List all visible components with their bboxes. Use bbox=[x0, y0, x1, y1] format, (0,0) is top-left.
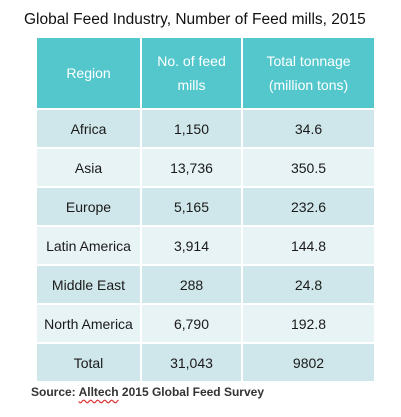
source-suffix: 2015 Global Feed Survey bbox=[118, 385, 264, 399]
tonnage-cell: 350.5 bbox=[241, 149, 374, 188]
feed-mills-cell: 5,165 bbox=[140, 188, 241, 227]
tonnage-cell: 24.8 bbox=[241, 266, 374, 305]
header-feed-mills-line-2: mills bbox=[177, 77, 206, 93]
region-cell: Total bbox=[37, 344, 140, 383]
header-tonnage-line-2: (million tons) bbox=[268, 77, 349, 93]
feed-mills-cell: 1,150 bbox=[140, 110, 241, 149]
header-region-line-1: Region bbox=[66, 65, 111, 81]
feed-mills-cell: 288 bbox=[140, 266, 241, 305]
header-total-tonnage: Total tonnage (million tons) bbox=[241, 38, 374, 110]
tonnage-cell: 192.8 bbox=[241, 305, 374, 344]
tonnage-cell: 9802 bbox=[241, 344, 374, 383]
feed-mills-cell: 13,736 bbox=[140, 149, 241, 188]
feed-mills-cell: 31,043 bbox=[140, 344, 241, 383]
table-header-row: Region No. of feed mills Total tonnage (… bbox=[37, 38, 374, 110]
header-tonnage-line-1: Total tonnage bbox=[266, 53, 351, 69]
region-cell: Europe bbox=[37, 188, 140, 227]
table-row: Africa 1,150 34.6 bbox=[37, 110, 374, 149]
table-row: North America 6,790 192.8 bbox=[37, 305, 374, 344]
header-feed-mills: No. of feed mills bbox=[140, 38, 241, 110]
feed-mills-table: Region No. of feed mills Total tonnage (… bbox=[37, 38, 374, 383]
source-note: Source: Alltech 2015 Global Feed Survey bbox=[31, 385, 264, 399]
region-cell: Asia bbox=[37, 149, 140, 188]
tonnage-cell: 34.6 bbox=[241, 110, 374, 149]
tonnage-cell: 232.6 bbox=[241, 188, 374, 227]
feed-mills-cell: 3,914 bbox=[140, 227, 241, 266]
table-body: Africa 1,150 34.6 Asia 13,736 350.5 Europe 5,16… bbox=[37, 110, 374, 383]
header-region: Region bbox=[37, 38, 140, 110]
tonnage-cell: 144.8 bbox=[241, 227, 374, 266]
table-row: Asia 13,736 350.5 bbox=[37, 149, 374, 188]
table-row: Europe 5,165 232.6 bbox=[37, 188, 374, 227]
source-prefix: Source: bbox=[31, 385, 79, 399]
feed-mills-cell: 6,790 bbox=[140, 305, 241, 344]
region-cell: Africa bbox=[37, 110, 140, 149]
region-cell: Latin America bbox=[37, 227, 140, 266]
chart-title: Global Feed Industry, Number of Feed mil… bbox=[24, 11, 366, 28]
source-brand: Alltech bbox=[78, 385, 119, 399]
table-row: Middle East 288 24.8 bbox=[37, 266, 374, 305]
region-cell: North America bbox=[37, 305, 140, 344]
region-cell: Middle East bbox=[37, 266, 140, 305]
table-row: Latin America 3,914 144.8 bbox=[37, 227, 374, 266]
header-feed-mills-line-1: No. of feed bbox=[157, 53, 226, 69]
table-row: Total 31,043 9802 bbox=[37, 344, 374, 383]
